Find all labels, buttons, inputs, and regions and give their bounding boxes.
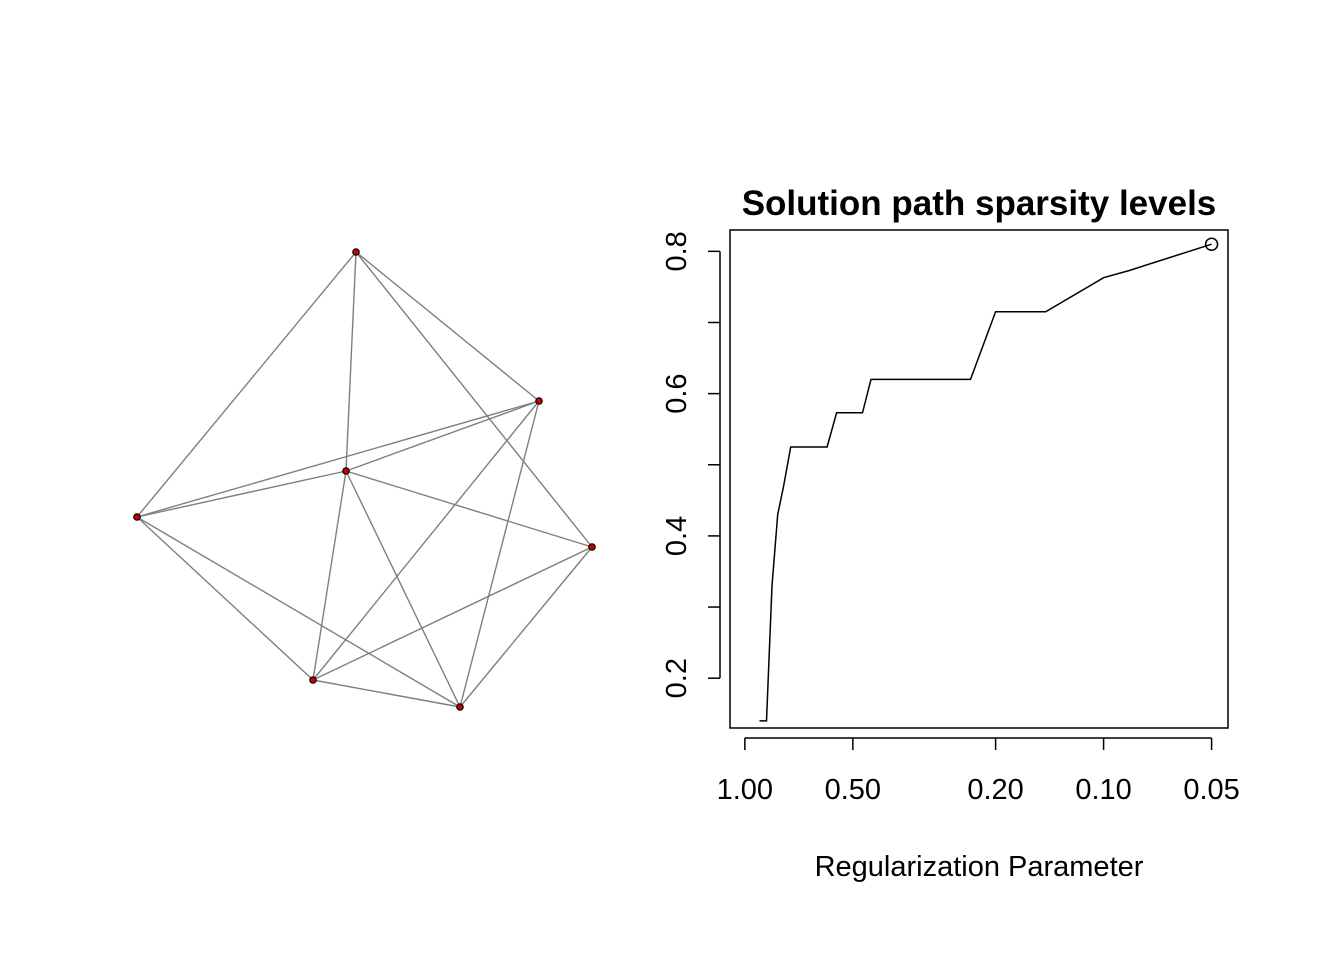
network-node <box>588 543 596 551</box>
network-edge <box>345 251 357 472</box>
network-edge <box>459 400 540 708</box>
x-tick-label: 0.05 <box>1183 774 1239 806</box>
network-edge <box>345 400 540 472</box>
y-tick-label: 0.2 <box>661 658 693 698</box>
network-edge <box>136 251 357 518</box>
network-edge <box>136 400 540 518</box>
network-edge <box>345 470 593 548</box>
y-axis: 0.2 0.4 0.6 0.8 <box>661 231 721 698</box>
x-tick-label: 0.50 <box>825 774 881 806</box>
network-node <box>342 467 350 475</box>
network-graph <box>133 248 596 711</box>
y-tick-label: 0.6 <box>661 373 693 413</box>
network-edge <box>136 470 347 518</box>
y-tick-label: 0.8 <box>661 231 693 271</box>
network-edge <box>136 516 314 681</box>
network-edge <box>312 679 461 708</box>
chart-title: Solution path sparsity levels <box>742 184 1217 223</box>
network-node <box>133 513 141 521</box>
network-edges <box>136 251 593 708</box>
sparsity-line <box>759 243 1212 722</box>
network-node <box>456 703 464 711</box>
network-edge <box>355 251 540 402</box>
network-edge <box>136 516 461 708</box>
network-edge <box>312 546 593 681</box>
network-node <box>535 397 543 405</box>
network-node <box>309 676 317 684</box>
series-group <box>759 237 1219 722</box>
network-edge <box>355 251 593 548</box>
x-axis-label: Regularization Parameter <box>815 851 1144 883</box>
network-node <box>352 248 360 256</box>
network-edge <box>312 470 347 681</box>
x-tick-label: 0.20 <box>967 774 1023 806</box>
x-tick-label: 1.00 <box>717 774 773 806</box>
x-tick-label: 0.10 <box>1075 774 1131 806</box>
y-tick-label: 0.4 <box>661 516 693 556</box>
network-edge <box>345 470 461 708</box>
sparsity-chart: Solution path sparsity levels 1.00 0.50 0.… <box>661 184 1240 883</box>
network-edge <box>312 400 540 681</box>
endpoint-marker <box>1204 237 1219 251</box>
network-edge <box>459 546 593 708</box>
x-axis: 1.00 0.50 0.20 0.10 0.05 <box>717 737 1240 806</box>
plot-frame <box>729 229 1229 729</box>
network-nodes <box>133 248 596 711</box>
